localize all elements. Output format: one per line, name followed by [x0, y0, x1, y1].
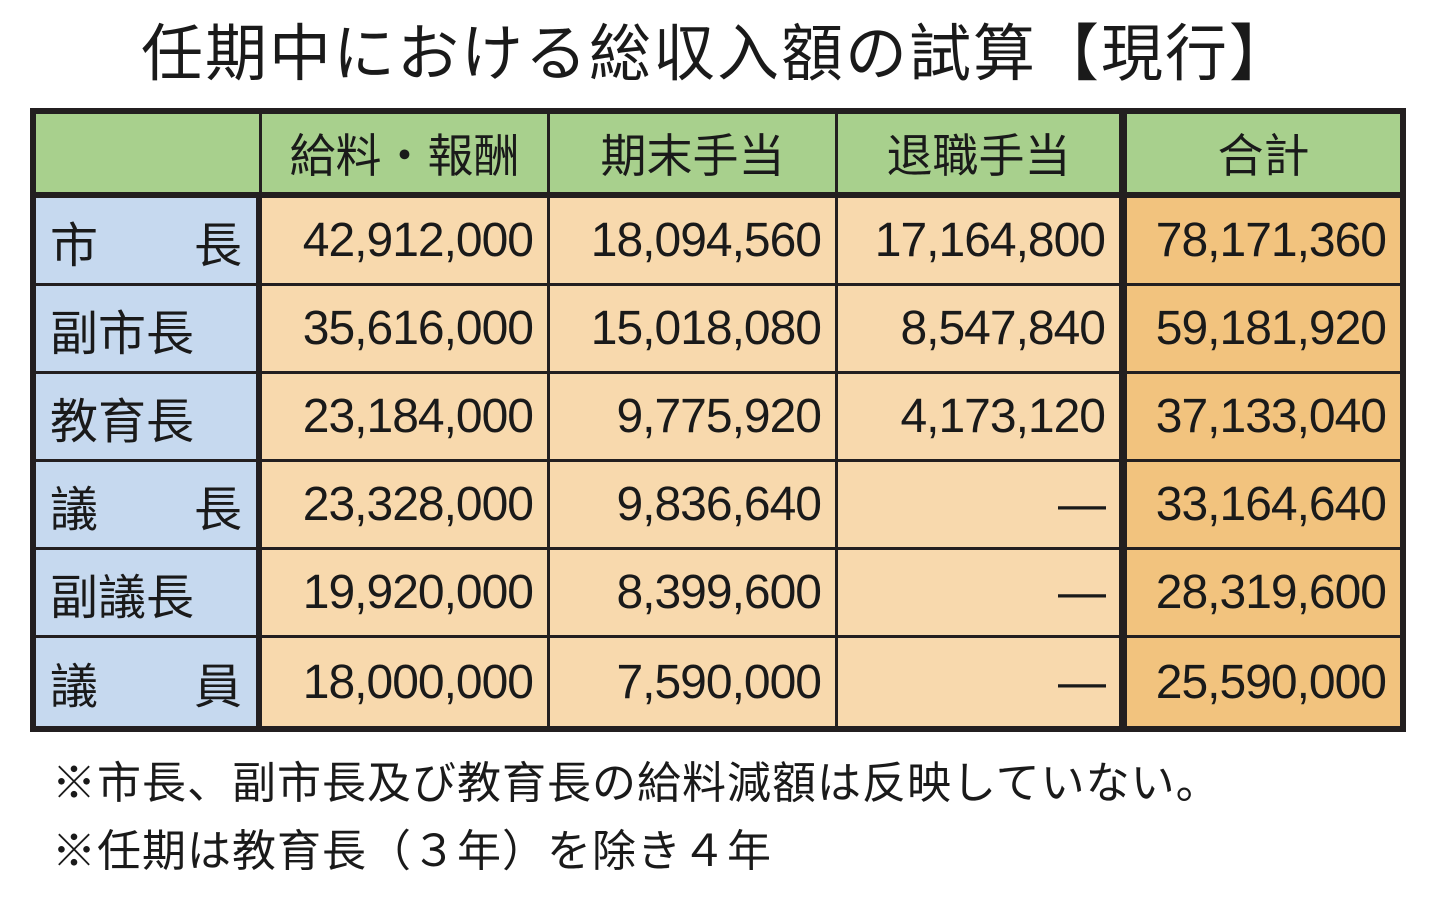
row-label-chairman-text: 議 長 — [50, 470, 242, 540]
row-label-member-text: 議 員 — [50, 647, 242, 717]
table-row: 副市長 35,616,000 15,018,080 8,547,840 59,1… — [36, 286, 1400, 374]
column-header-bonus: 期末手当 — [550, 114, 838, 198]
salary-cell: 18,000,000 — [262, 638, 550, 726]
row-label-deputy-mayor: 副市長 — [36, 286, 262, 374]
retirement-cell: 8,547,840 — [838, 286, 1122, 374]
salary-cell: 23,328,000 — [262, 462, 550, 550]
total-cell: 28,319,600 — [1122, 550, 1400, 638]
salary-cell: 23,184,000 — [262, 374, 550, 462]
total-cell: 37,133,040 — [1122, 374, 1400, 462]
footnote-salary-reduction: ※市長、副市長及び教育長の給料減額は反映していない。 — [52, 758, 1221, 809]
retirement-cell: — — [838, 550, 1122, 638]
total-cell: 33,164,640 — [1122, 462, 1400, 550]
income-table-frame: 給料・報酬 期末手当 退職手当 合計 市 長 42,912,000 18,094… — [30, 108, 1406, 732]
total-cell: 59,181,920 — [1122, 286, 1400, 374]
row-label-part: 副市長 — [50, 305, 195, 362]
row-label-part: 員 — [193, 659, 242, 715]
header-row: 給料・報酬 期末手当 退職手当 合計 — [36, 114, 1400, 198]
bonus-cell: 18,094,560 — [550, 198, 838, 286]
row-label-part: 教育長 — [50, 393, 195, 450]
total-cell: 78,171,360 — [1122, 198, 1400, 286]
bonus-cell: 9,836,640 — [550, 462, 838, 550]
table-row: 議 長 23,328,000 9,836,640 — 33,164,640 — [36, 462, 1400, 550]
bonus-cell: 9,775,920 — [550, 374, 838, 462]
row-label-vice-chairman-text: 副議長 — [50, 558, 242, 628]
retirement-cell: 17,164,800 — [838, 198, 1122, 286]
row-label-part: 市 — [50, 217, 99, 274]
column-header-retirement: 退職手当 — [838, 114, 1122, 198]
bonus-cell: 15,018,080 — [550, 286, 838, 374]
row-label-part: 副議長 — [50, 569, 195, 626]
row-label-part: 議 — [50, 481, 99, 538]
retirement-cell: — — [838, 462, 1122, 550]
footnote-term-length: ※任期は教育長（３年）を除き４年 — [52, 826, 772, 877]
salary-cell: 42,912,000 — [262, 198, 550, 286]
retirement-cell: — — [838, 638, 1122, 726]
retirement-cell: 4,173,120 — [838, 374, 1122, 462]
bonus-cell: 7,590,000 — [550, 638, 838, 726]
footnotes: ※市長、副市長及び教育長の給料減額は反映していない。 ※任期は教育長（３年）を除… — [52, 750, 1221, 886]
row-label-deputy-mayor-text: 副市長 — [50, 294, 242, 364]
row-label-superintendent-text: 教育長 — [50, 382, 242, 452]
row-label-mayor: 市 長 — [36, 198, 262, 286]
salary-cell: 19,920,000 — [262, 550, 550, 638]
table-row: 教育長 23,184,000 9,775,920 4,173,120 37,13… — [36, 374, 1400, 462]
table-row: 市 長 42,912,000 18,094,560 17,164,800 78,… — [36, 198, 1400, 286]
table-row: 議 員 18,000,000 7,590,000 — 25,590,000 — [36, 638, 1400, 726]
salary-cell: 35,616,000 — [262, 286, 550, 374]
corner-header — [36, 114, 262, 198]
page-title: 任期中における総収入額の試算【現行】 — [140, 17, 1293, 90]
income-table: 給料・報酬 期末手当 退職手当 合計 市 長 42,912,000 18,094… — [36, 114, 1400, 726]
bonus-cell: 8,399,600 — [550, 550, 838, 638]
row-label-superintendent: 教育長 — [36, 374, 262, 462]
row-label-member: 議 員 — [36, 638, 262, 726]
row-label-part: 議 — [50, 659, 99, 715]
row-label-part: 長 — [193, 481, 242, 538]
row-label-mayor-text: 市 長 — [50, 206, 242, 276]
row-label-chairman: 議 長 — [36, 462, 262, 550]
table-row: 副議長 19,920,000 8,399,600 — 28,319,600 — [36, 550, 1400, 638]
row-label-vice-chairman: 副議長 — [36, 550, 262, 638]
total-cell: 25,590,000 — [1122, 638, 1400, 726]
column-header-total: 合計 — [1122, 114, 1400, 198]
row-label-part: 長 — [193, 217, 242, 274]
column-header-salary: 給料・報酬 — [262, 114, 550, 198]
